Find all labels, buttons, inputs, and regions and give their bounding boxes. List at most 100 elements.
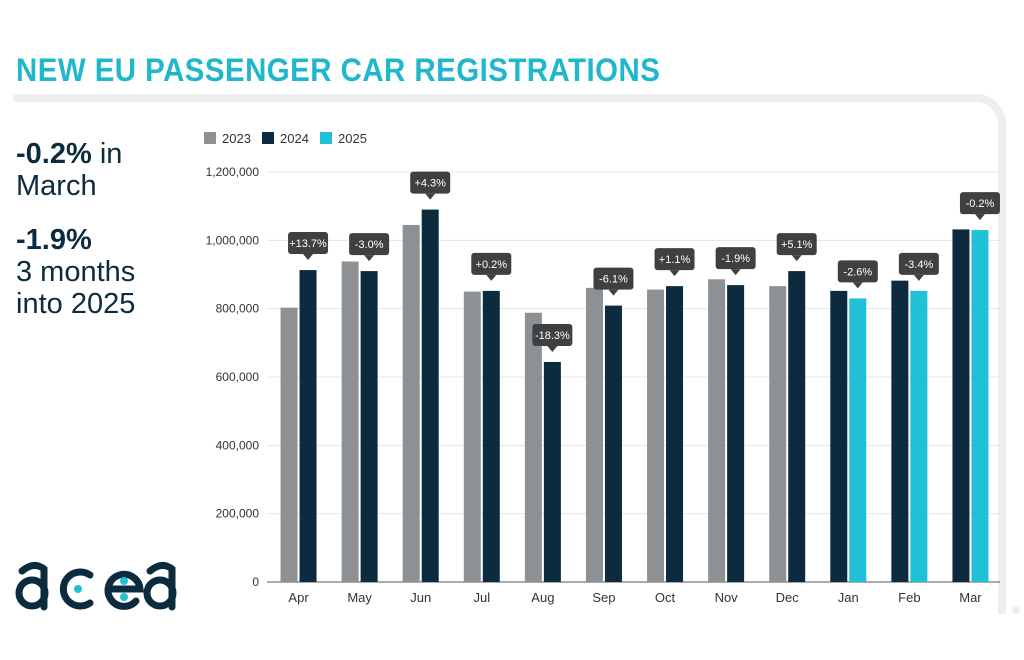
frame-dot <box>1012 606 1020 614</box>
change-callout-label: -18.3% <box>535 330 570 342</box>
bar-mar-2024 <box>952 229 970 582</box>
change-callout-box <box>288 232 329 255</box>
change-callout-box <box>837 260 878 283</box>
x-tick-label: Jul <box>473 590 490 605</box>
bar-aug-2024 <box>543 361 561 582</box>
change-callout-box <box>959 192 1000 215</box>
change-callout-label: +13.7% <box>289 238 327 250</box>
bar-nov-2023 <box>708 279 726 582</box>
change-callout-label: -1.9% <box>721 253 750 265</box>
bar-jul-2024 <box>482 290 500 582</box>
legend-label-2023: 2023 <box>222 131 251 146</box>
x-tick-label: Dec <box>776 590 800 605</box>
change-callout-label: +4.3% <box>414 178 446 190</box>
bar-mar-2025 <box>971 230 989 583</box>
bar-sep-2024 <box>604 305 622 582</box>
x-tick-label: Oct <box>655 590 676 605</box>
y-tick-label: 1,000,000 <box>206 233 260 247</box>
ytd-line2: into 2025 <box>16 288 136 320</box>
change-callout-label: -0.2% <box>966 198 995 210</box>
change-callout-box <box>593 267 634 290</box>
change-callout-pointer <box>974 214 985 221</box>
change-callout-box <box>776 233 817 256</box>
bar-sep-2023 <box>585 287 603 582</box>
x-tick-label: Nov <box>715 590 739 605</box>
bar-jun-2023 <box>402 224 420 583</box>
x-tick-label: Aug <box>531 590 554 605</box>
bar-feb-2024 <box>891 280 909 582</box>
march-label: March <box>16 170 97 202</box>
change-callout-box <box>410 171 451 194</box>
acea-logo <box>12 545 192 622</box>
ytd-stat: -1.9% 3 months into 2025 <box>16 224 135 320</box>
x-tick-label: May <box>347 590 372 605</box>
change-callout-box <box>898 252 939 275</box>
bar-dec-2024 <box>788 271 806 582</box>
change-callout-label: -2.6% <box>843 266 872 278</box>
change-callout-pointer <box>730 269 741 276</box>
x-tick-label: Mar <box>959 590 982 605</box>
bar-oct-2024 <box>666 286 684 582</box>
change-callout-pointer <box>913 274 924 281</box>
bar-nov-2024 <box>727 285 745 582</box>
bar-may-2023 <box>341 261 359 582</box>
bar-aug-2023 <box>524 312 542 582</box>
change-callout-pointer <box>486 274 497 281</box>
change-callout-box <box>654 248 695 271</box>
legend-swatch-2025 <box>320 132 332 144</box>
bar-jan-2024 <box>830 290 848 582</box>
change-callout-box <box>532 323 573 346</box>
change-callout-box <box>471 252 512 275</box>
change-callout-pointer <box>364 255 375 262</box>
change-callout-pointer <box>608 289 619 296</box>
legend-swatch-2023 <box>204 132 216 144</box>
bar-feb-2025 <box>910 290 928 582</box>
legend-swatch-2024 <box>262 132 274 144</box>
acea-logo-mark <box>15 562 177 611</box>
frame-border <box>16 94 1006 614</box>
bar-may-2024 <box>360 271 378 582</box>
bar-dec-2023 <box>769 286 787 582</box>
change-callout-box <box>349 233 390 256</box>
change-callout-pointer <box>547 345 558 352</box>
x-tick-label: Apr <box>288 590 309 605</box>
change-callout-label: +5.1% <box>781 239 813 251</box>
y-tick-label: 200,000 <box>216 507 260 521</box>
change-callout-pointer <box>852 282 863 289</box>
x-tick-label: Jun <box>410 590 431 605</box>
x-tick-label: Feb <box>898 590 920 605</box>
bar-oct-2023 <box>647 289 665 582</box>
change-callout-box <box>715 247 756 270</box>
y-tick-label: 1,200,000 <box>206 165 260 179</box>
frame-dot <box>13 94 21 102</box>
summary-stats: -0.2% in March -1.9% 3 months into 2025 <box>16 138 135 342</box>
ytd-change-value: -1.9% <box>16 224 92 256</box>
change-callout-label: -6.1% <box>599 274 628 286</box>
legend-label-2024: 2024 <box>280 131 309 146</box>
bar-apr-2023 <box>280 307 298 582</box>
y-tick-label: 600,000 <box>216 370 260 384</box>
march-change-label: in <box>91 138 123 170</box>
march-change-value: -0.2% <box>16 138 92 170</box>
march-stat: -0.2% in March <box>16 138 135 202</box>
x-tick-label: Jan <box>838 590 859 605</box>
change-callout-pointer <box>425 193 436 200</box>
change-callout-pointer <box>303 254 314 261</box>
bar-jul-2023 <box>463 291 481 582</box>
page-title: NEW EU PASSENGER CAR REGISTRATIONS <box>16 52 661 88</box>
x-tick-label: Sep <box>592 590 615 605</box>
change-callout-label: -3.4% <box>905 259 934 271</box>
bar-jun-2024 <box>421 209 439 583</box>
y-tick-label: 800,000 <box>216 302 260 316</box>
change-callout-label: +1.1% <box>659 254 691 266</box>
change-callout-pointer <box>791 255 802 262</box>
change-callout-label: -3.0% <box>355 239 384 251</box>
legend-label-2025: 2025 <box>338 131 367 146</box>
ytd-line1: 3 months <box>16 256 136 288</box>
y-tick-label: 400,000 <box>216 438 260 452</box>
change-callout-label: +0.2% <box>476 259 508 271</box>
bar-apr-2024 <box>299 270 317 582</box>
bar-jan-2025 <box>849 298 867 582</box>
